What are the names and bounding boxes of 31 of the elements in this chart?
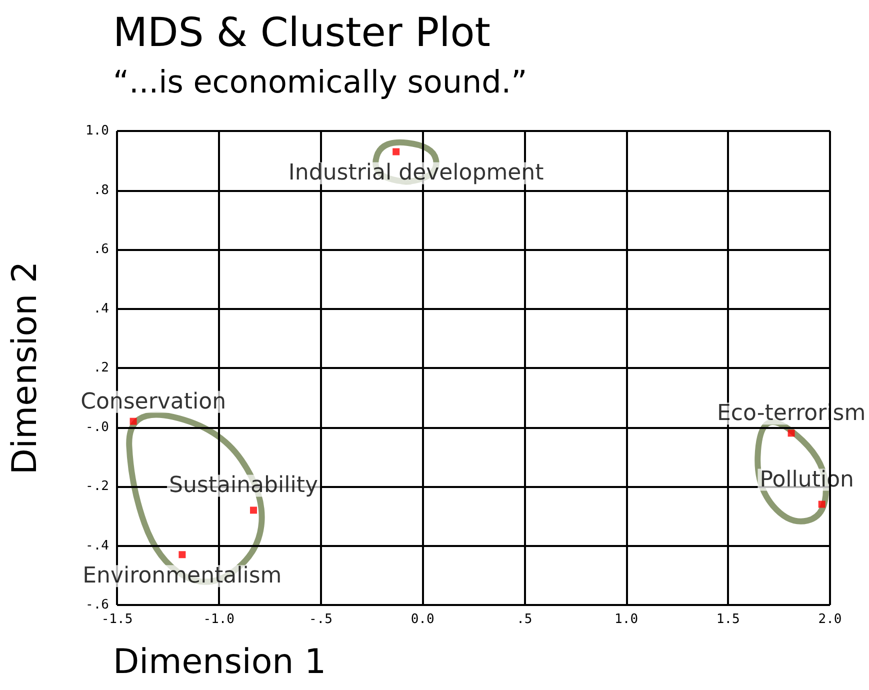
- x-tick-label: 2.0: [818, 612, 842, 627]
- y-tick-label: .6: [93, 242, 109, 257]
- y-tick-label: .4: [93, 301, 110, 316]
- y-tick-label: -.4: [86, 538, 110, 554]
- y-axis-title: Dimension 2: [5, 261, 45, 475]
- x-tick-label: 1.5: [716, 612, 740, 627]
- y-tick-label: .8: [93, 182, 109, 198]
- series-label: Conservation: [80, 389, 226, 414]
- y-tick-label: -.2: [86, 479, 109, 494]
- y-tick-label: 1.0: [86, 124, 109, 138]
- x-tick-label: -1.5: [101, 612, 133, 627]
- x-tick-label: -.5: [308, 612, 332, 627]
- series-label: Environmentalism: [82, 564, 282, 589]
- x-tick-label: 1.0: [614, 612, 638, 627]
- x-tick-label: .5: [516, 612, 532, 627]
- y-tick-label: -.0: [86, 420, 109, 435]
- chart-title: MDS & Cluster Plot: [113, 10, 490, 56]
- point: [788, 430, 795, 437]
- y-tick-label: .2: [93, 360, 109, 376]
- x-tick-label: 0.0: [410, 612, 434, 627]
- x-tick-label: -1.0: [203, 612, 235, 627]
- series-label: Sustainability: [169, 473, 318, 498]
- x-axis-title: Dimension 1: [113, 642, 326, 682]
- y-tick-label: -.6: [86, 598, 109, 612]
- point: [818, 500, 826, 508]
- point: [178, 551, 186, 558]
- chart-subtitle: “...is economically sound.”: [113, 64, 528, 100]
- point: [130, 418, 137, 425]
- point: [392, 148, 400, 156]
- series-label: Industrial development: [288, 160, 544, 186]
- point: [250, 506, 257, 514]
